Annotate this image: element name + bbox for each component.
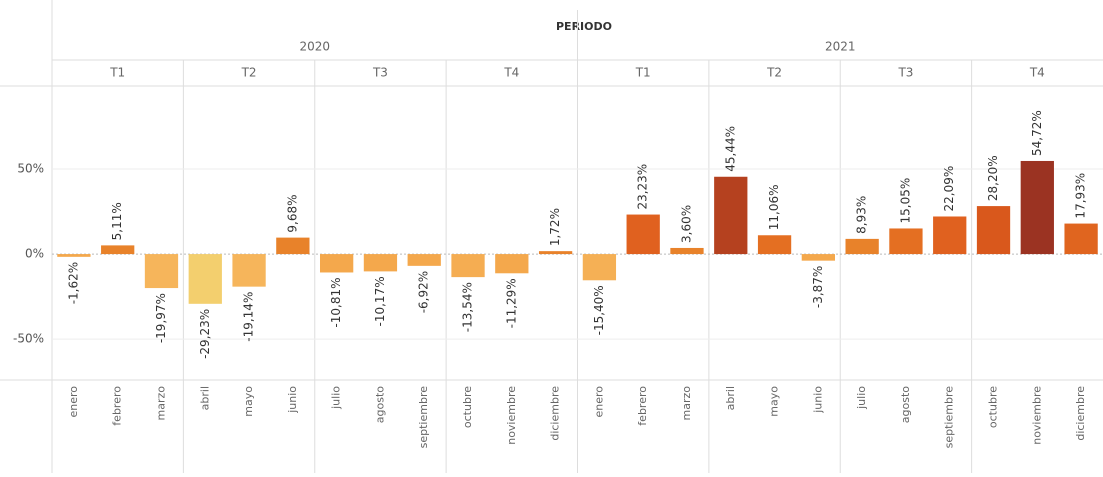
data-label: -19,14%	[242, 292, 256, 342]
bar	[144, 254, 179, 289]
x-tick-label: enero	[67, 386, 80, 418]
quarter-label: T1	[109, 66, 125, 80]
data-label: 9,68%	[285, 194, 299, 232]
bar	[495, 254, 529, 274]
x-tick-label: septiembre	[417, 386, 430, 449]
data-label: 11,06%	[767, 184, 781, 230]
bar	[538, 251, 573, 255]
data-label: 23,23%	[636, 164, 650, 210]
header-title: PERIODO	[556, 20, 612, 33]
x-tick-label: septiembre	[943, 386, 956, 449]
data-label: -13,54%	[461, 282, 475, 332]
data-label: -1,62%	[66, 262, 80, 304]
quarter-label: T4	[503, 66, 519, 80]
x-tick-label: julio	[330, 386, 343, 410]
quarter-label: T2	[766, 66, 782, 80]
quarter-label: T2	[241, 66, 257, 80]
x-tick-label: noviembre	[505, 386, 518, 445]
bar	[976, 206, 1011, 255]
x-tick-label: agosto	[373, 386, 386, 423]
quarter-label: T1	[635, 66, 651, 80]
bar	[320, 254, 354, 273]
data-label: 8,93%	[855, 196, 869, 234]
bar	[188, 254, 222, 304]
x-tick-label: mayo	[768, 386, 781, 417]
bar	[363, 254, 398, 272]
data-label: 17,93%	[1074, 173, 1088, 219]
data-label: 22,09%	[942, 166, 956, 212]
bar	[626, 214, 660, 255]
bar	[232, 254, 266, 287]
quarter-label: T3	[372, 66, 388, 80]
data-label: 15,05%	[898, 178, 912, 224]
x-tick-label: octubre	[461, 386, 474, 428]
bar	[933, 216, 967, 255]
bar	[1064, 223, 1098, 255]
quarter-label: T4	[1029, 66, 1045, 80]
year-label: 2021	[825, 40, 856, 54]
year-label: 2020	[299, 40, 330, 54]
x-tick-label: octubre	[987, 386, 1000, 428]
bar	[57, 254, 91, 257]
x-tick-label: enero	[592, 386, 605, 418]
data-label: 3,60%	[679, 205, 693, 243]
bar	[101, 245, 135, 255]
x-tick-label: febrero	[636, 386, 649, 426]
data-label: -19,97%	[154, 293, 168, 343]
x-tick-label: marzo	[154, 386, 167, 421]
bar	[407, 254, 441, 266]
data-label: 28,20%	[986, 155, 1000, 201]
data-label: -15,40%	[592, 285, 606, 335]
data-label: -29,23%	[198, 309, 212, 359]
bar	[276, 237, 310, 255]
x-tick-label: diciembre	[549, 386, 562, 441]
data-label: 45,44%	[723, 126, 737, 172]
bar	[582, 254, 617, 281]
bar	[801, 254, 835, 261]
bar	[845, 238, 879, 255]
x-tick-label: febrero	[111, 386, 124, 426]
bar	[757, 235, 792, 255]
x-tick-label: junio	[811, 386, 824, 414]
bar	[714, 176, 748, 255]
bar	[670, 247, 704, 255]
data-label: -10,81%	[329, 277, 343, 327]
x-tick-label: marzo	[680, 386, 693, 421]
data-label: -10,17%	[373, 276, 387, 326]
bar	[889, 228, 923, 255]
x-tick-label: mayo	[242, 386, 255, 417]
y-tick-label: -50%	[13, 332, 44, 346]
quarter-label: T3	[897, 66, 913, 80]
data-label: 5,11%	[110, 202, 124, 240]
data-label: -6,92%	[417, 271, 431, 313]
x-tick-label: noviembre	[1030, 386, 1043, 445]
x-tick-label: abril	[198, 386, 211, 410]
bar	[1020, 160, 1054, 255]
bar	[451, 254, 485, 278]
y-tick-label: 50%	[17, 161, 44, 175]
data-label: 1,72%	[548, 208, 562, 246]
y-tick-label: 0%	[25, 247, 44, 261]
x-tick-label: junio	[286, 386, 299, 414]
x-tick-label: abril	[724, 386, 737, 410]
x-tick-label: diciembre	[1074, 386, 1087, 441]
x-tick-label: agosto	[899, 386, 912, 423]
data-label: 54,72%	[1030, 110, 1044, 156]
x-tick-label: julio	[855, 386, 868, 410]
data-label: -3,87%	[811, 266, 825, 308]
data-label: -11,29%	[504, 278, 518, 328]
